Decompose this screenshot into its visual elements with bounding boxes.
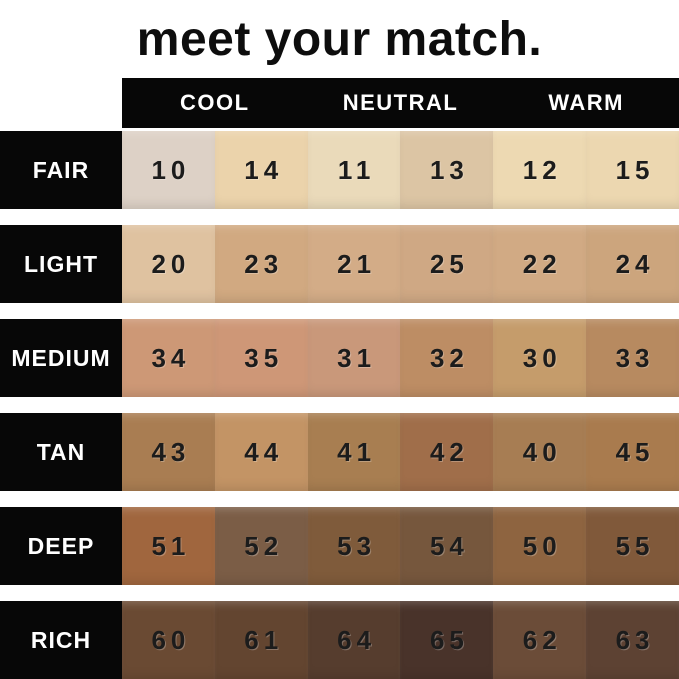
shade-number-15: 15 [615,154,655,185]
shade-number-10: 10 [151,154,191,185]
shade-number-24: 24 [615,248,655,279]
shade-swatch-60: 60 [122,601,215,679]
shade-swatch-44: 44 [214,413,308,491]
shade-number-11: 11 [337,154,376,185]
row-label-deep: DEEP [0,507,122,585]
row-label-rich: RICH [0,601,122,679]
shade-swatch-54: 54 [400,507,494,585]
shade-swatch-52: 52 [214,507,308,585]
shade-number-25: 25 [429,248,469,279]
shade-swatch-51: 51 [122,507,215,585]
shade-swatch-23: 23 [214,225,308,303]
shade-swatch-31: 31 [307,319,401,397]
column-header-neutral: NEUTRAL [342,90,459,115]
shade-swatch-10: 10 [122,131,215,209]
shade-number-40: 40 [522,436,562,467]
shade-swatch-13: 13 [400,131,494,209]
shade-number-52: 52 [244,530,284,561]
shade-swatch-20: 20 [122,225,215,303]
undertone-header-row: COOL NEUTRAL WARM [0,78,679,128]
shade-swatch-53: 53 [307,507,401,585]
page-title: meet your match. [136,13,543,66]
row-label-light: LIGHT [0,225,122,303]
shade-row-rich: RICH 60 61 64 65 62 63 [0,601,679,679]
row-label-tan: TAN [0,413,122,491]
column-header-cool: COOL [180,90,250,115]
shade-number-64: 64 [337,625,377,655]
shade-swatch-32: 32 [400,319,494,397]
shade-swatch-42: 42 [400,413,494,491]
shade-swatch-43: 43 [122,413,215,491]
shade-row-fair: FAIR 10 14 11 13 12 15 [0,131,679,209]
shade-number-43: 43 [151,436,191,467]
shade-swatch-45: 45 [586,413,679,491]
shade-number-30: 30 [522,342,562,373]
header-spacer [0,78,122,128]
shade-swatch-34: 34 [122,319,215,397]
shade-swatch-11: 11 [307,131,401,209]
shade-number-34: 34 [151,342,191,373]
shade-number-54: 54 [429,530,469,561]
shade-row-light: LIGHT 20 23 21 25 22 24 [0,225,679,303]
shade-swatch-61: 61 [214,601,308,679]
shade-number-33: 33 [615,342,655,373]
undertone-columns-bar: COOL NEUTRAL WARM [122,78,679,128]
column-header-warm: WARM [548,90,624,115]
shade-number-42: 42 [429,436,469,467]
shade-swatch-15: 15 [586,131,679,209]
shade-swatch-41: 41 [307,413,401,491]
shade-number-50: 50 [522,530,562,561]
shade-swatch-40: 40 [493,413,587,491]
row-label-fair: FAIR [0,131,122,209]
shade-row-tan: TAN 43 44 41 42 40 45 [0,413,679,491]
shade-swatch-24: 24 [586,225,679,303]
shade-swatch-14: 14 [214,131,308,209]
shade-number-62: 62 [522,625,562,655]
shade-rows: FAIR 10 14 11 13 12 15 LIGHT 20 23 21 25 22 24 MEDIUM 3… [0,131,679,679]
shade-swatch-63: 63 [586,601,679,679]
shade-number-61: 61 [244,625,284,655]
shade-number-20: 20 [151,248,191,279]
shade-swatch-65: 65 [400,601,494,679]
shade-number-65: 65 [429,625,469,655]
shade-number-32: 32 [429,342,469,373]
shade-row-medium: MEDIUM 34 35 31 32 30 33 [0,319,679,397]
shade-number-44: 44 [244,436,284,467]
shade-number-31: 31 [337,342,377,373]
shade-swatch-30: 30 [493,319,587,397]
shade-number-22: 22 [522,248,562,279]
shade-swatch-21: 21 [307,225,401,303]
shade-swatch-12: 12 [493,131,587,209]
shade-number-21: 21 [337,248,377,279]
shade-swatch-50: 50 [493,507,587,585]
shade-swatch-33: 33 [586,319,679,397]
shade-number-23: 23 [244,248,284,279]
shade-swatch-35: 35 [214,319,308,397]
shade-number-51: 51 [151,530,191,561]
shade-number-41: 41 [337,436,377,467]
shade-number-13: 13 [429,154,469,185]
shade-number-14: 14 [244,154,284,185]
shade-number-60: 60 [151,625,191,655]
shade-number-12: 12 [522,154,562,185]
shade-number-35: 35 [244,342,284,373]
shade-number-53: 53 [337,530,377,561]
shade-number-63: 63 [615,625,655,655]
shade-number-45: 45 [615,436,655,467]
shade-row-deep: DEEP 51 52 53 54 50 55 [0,507,679,585]
shade-swatch-55: 55 [586,507,679,585]
shade-swatch-22: 22 [493,225,587,303]
shade-swatch-64: 64 [307,601,401,679]
shade-swatch-25: 25 [400,225,494,303]
shade-swatch-62: 62 [493,601,587,679]
row-label-medium: MEDIUM [0,319,122,397]
shade-number-55: 55 [615,530,655,561]
